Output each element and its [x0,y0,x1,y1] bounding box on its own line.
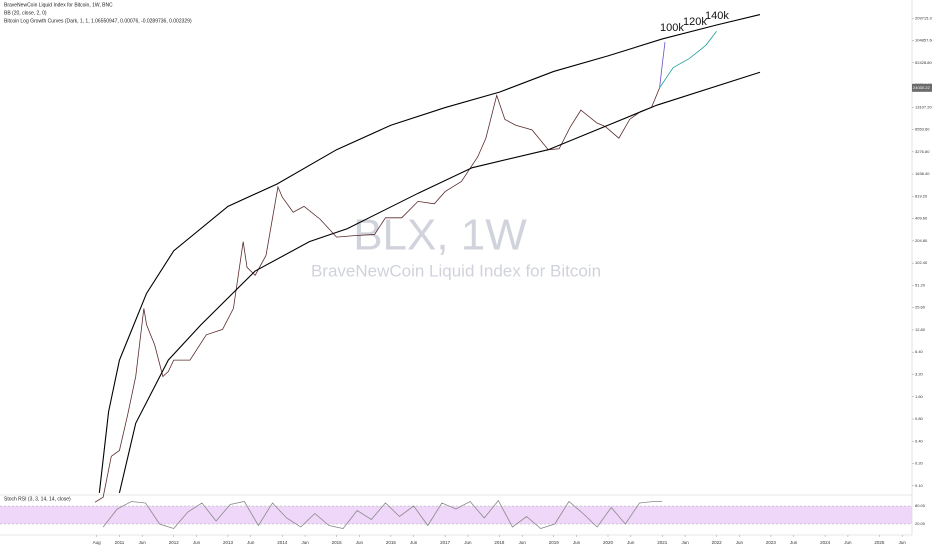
annotation: 100k [660,22,684,34]
y-tick-label: 0.80 [915,416,924,421]
series-line [659,30,717,89]
y-tick-label: 104857.60 [915,38,932,43]
x-tick-label: 2022 [712,540,723,545]
x-tick-label: Jun [627,540,635,545]
x-tick-label: Jun [464,540,472,545]
y-tick-label: 3.20 [915,372,924,377]
x-tick-label: Jun [247,540,255,545]
y-tick-label: 1.60 [915,394,924,399]
y-tick-label: 102.40 [915,260,928,265]
x-tick-label: Jun [844,540,852,545]
series-line [94,87,660,503]
x-tick-label: 2021 [657,540,668,545]
x-tick-label: 2019 [549,540,560,545]
x-tick-label: Jun [193,540,201,545]
x-tick-label: 2025 [874,540,885,545]
series-line [98,14,761,493]
header-bb: BB (20, close, 2, 0) [4,10,47,16]
series-line [118,71,761,494]
watermark-name: BraveNewCoin Liquid Index for Bitcoin [311,261,601,280]
y-tick-label: 409.60 [915,216,928,221]
y-tick-label: 0.20 [915,461,924,466]
y-tick-label: 3276.80 [915,149,930,154]
y-tick-label: 209715.20 [915,15,932,20]
series-line [659,41,666,88]
x-tick-label: Jun [410,540,418,545]
x-tick-label: 2014 [277,540,288,545]
annotation: 140k [705,10,729,22]
y-tick-label: 12.80 [915,327,926,332]
y-tick-label: 0.40 [915,438,924,443]
x-tick-label: 2015 [332,540,343,545]
x-tick-label: 2012 [169,540,180,545]
x-tick-label: Jun [736,540,744,545]
x-tick-label: Aug [93,540,102,545]
y-tick-label: 13107.20 [915,104,932,109]
y-tick-label: 25.60 [915,305,926,310]
x-tick-label: 2013 [223,540,234,545]
y-tick-label: 52428.80 [915,60,932,65]
x-tick-label: Jun [356,540,364,545]
stoch-title: Stoch RSI (3, 3, 14, 14, close) [4,496,71,502]
x-tick-label: 2017 [440,540,451,545]
last-price-tag [912,83,932,92]
x-tick-label: Jun [681,540,689,545]
stoch-tick-label: 80.00 [915,503,926,508]
x-tick-label: 2011 [115,540,125,545]
y-tick-label: 819.20 [915,193,928,198]
header-symbol: BraveNewCoin Liquid Index for Bitcoin, 1… [4,2,113,8]
x-tick-label: 2023 [766,540,777,545]
x-tick-label: Jun [790,540,798,545]
y-tick-label: 204.80 [915,238,928,243]
x-tick-label: 2016 [386,540,397,545]
x-tick-label: 2018 [494,540,505,545]
y-tick-label: 6553.60 [915,127,930,132]
series-line [102,499,663,529]
header-curves: Bitcoin Log Growth Curves (Dark, 1, 1, 1… [4,18,192,24]
x-tick-label: 2020 [603,540,614,545]
last-price: 24030.22 [913,85,930,90]
x-tick-label: 2024 [820,540,831,545]
annotation: 120k [683,16,707,28]
y-tick-label: 1638.40 [915,171,930,176]
stoch-tick-label: 20.00 [915,521,926,526]
x-tick-label: Jun [519,540,527,545]
y-tick-label: 51.20 [915,282,926,287]
x-tick-label: Jun [573,540,581,545]
y-tick-label: 0.10 [915,483,924,488]
stoch-band [0,506,912,524]
x-tick-label: Jun [301,540,309,545]
y-tick-label: 6.40 [915,349,924,354]
watermark-symbol: BLX, 1W [353,211,527,260]
x-tick-label: Jun [139,540,147,545]
x-tick-label: Jun [899,540,907,545]
